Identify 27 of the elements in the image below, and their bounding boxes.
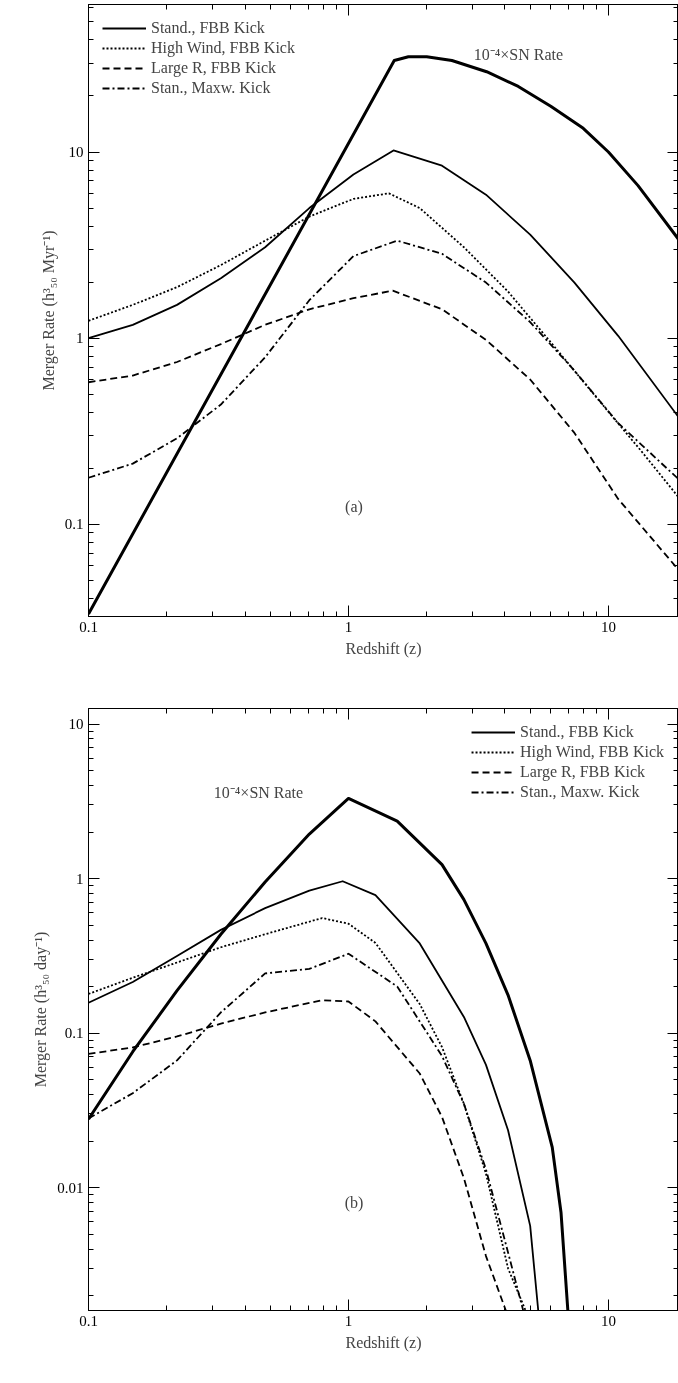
legend-label: Stand., FBB Kick <box>520 723 634 741</box>
x-axis-title: Redshift (z) <box>345 639 422 658</box>
y-tick-label: 10 <box>68 716 84 733</box>
annotation: (b) <box>344 1193 364 1212</box>
legend-label: Stan., Maxw. Kick <box>520 783 640 801</box>
x-tick-label: 1 <box>344 1312 353 1329</box>
annotation: 10⁻⁴×SN Rate <box>473 46 564 64</box>
y-tick-label: 0.1 <box>64 516 84 533</box>
legend-label: Large R, FBB Kick <box>151 59 277 77</box>
legend-label: Stand., FBB Kick <box>151 19 265 37</box>
x-tick-label: 1 <box>344 618 353 635</box>
x-axis-title: Redshift (z) <box>345 1333 422 1352</box>
x-tick-label: 10 <box>600 1312 616 1329</box>
annotation: (a) <box>345 497 363 516</box>
y-axis-title: Merger Rate (h³₅₀ Myr⁻¹) <box>39 230 58 391</box>
annotation: 10⁻⁴×SN Rate <box>213 783 304 801</box>
x-tick-label: 10 <box>600 618 616 635</box>
y-tick-label: 0.01 <box>57 1179 84 1196</box>
legend-label: High Wind, FBB Kick <box>151 39 295 57</box>
y-tick-label: 0.1 <box>64 1025 84 1042</box>
legend-label: High Wind, FBB Kick <box>520 743 664 761</box>
y-tick-label: 1 <box>76 870 84 887</box>
y-tick-label: 10 <box>68 144 84 161</box>
y-axis-title: Merger Rate (h³₅₀ day⁻¹) <box>32 931 51 1088</box>
legend-label: Large R, FBB Kick <box>520 763 646 781</box>
y-tick-label: 1 <box>76 330 84 347</box>
legend-label: Stan., Maxw. Kick <box>151 79 271 97</box>
